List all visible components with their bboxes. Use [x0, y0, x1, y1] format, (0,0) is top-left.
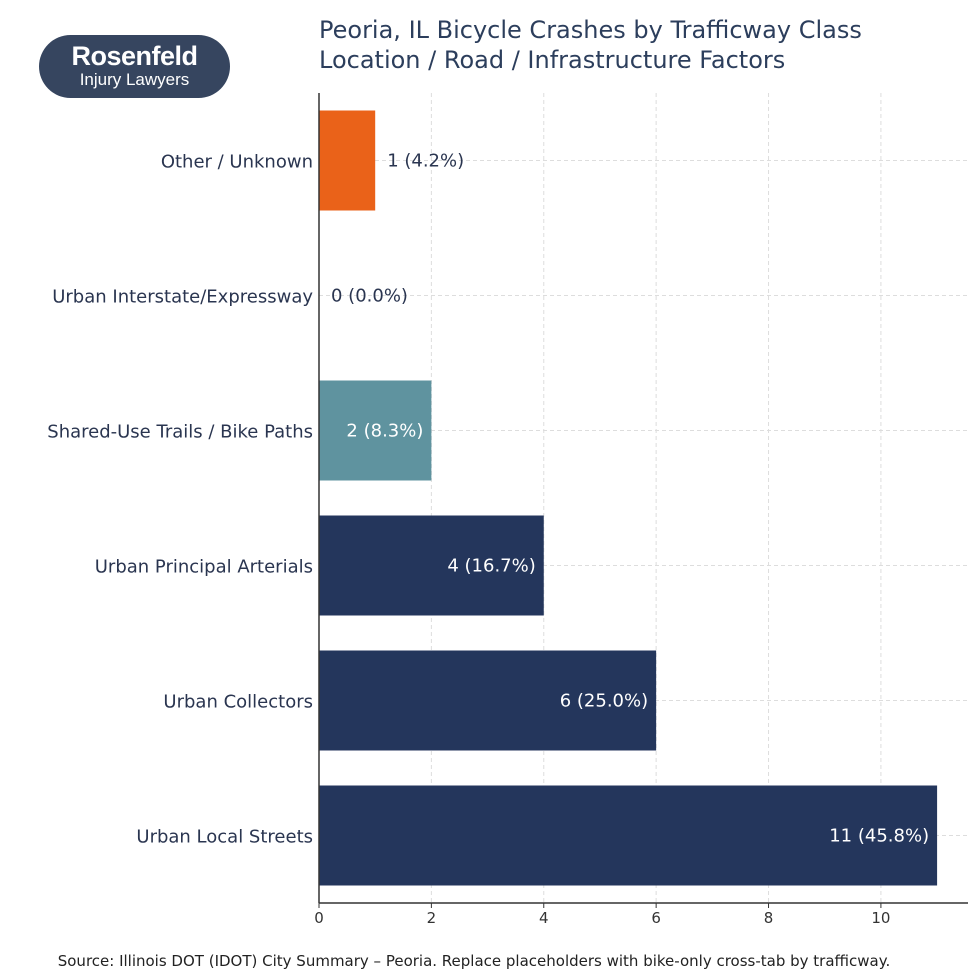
- rosenfeld-logo: Rosenfeld Injury Lawyers: [39, 35, 230, 98]
- logo-tagline: Injury Lawyers: [79, 70, 190, 89]
- x-tick-label: 6: [651, 909, 661, 927]
- bar: [319, 110, 376, 211]
- y-tick-label: Urban Local Streets: [136, 827, 313, 848]
- data-label: 11 (45.8%): [829, 826, 929, 847]
- y-tick-label: Urban Interstate/Expressway: [52, 287, 313, 308]
- x-tick-label: 2: [427, 909, 437, 927]
- chart-subtitle: Location / Road / Infrastructure Factors: [319, 46, 785, 74]
- x-tick-label: 0: [314, 909, 324, 927]
- x-tick-label: 10: [871, 909, 890, 927]
- bar: [319, 785, 938, 886]
- bar: [319, 515, 544, 616]
- data-label: 6 (25.0%): [560, 691, 648, 712]
- logo-name: Rosenfeld: [71, 41, 198, 71]
- data-label: 0 (0.0%): [331, 286, 408, 307]
- x-tick-label: 8: [764, 909, 774, 927]
- x-tick-label: 4: [539, 909, 549, 927]
- data-label: 4 (16.7%): [447, 556, 535, 577]
- y-tick-label: Shared-Use Trails / Bike Paths: [47, 422, 313, 443]
- bar: [319, 650, 657, 751]
- y-tick-label: Urban Collectors: [163, 692, 313, 713]
- bar: [319, 380, 432, 481]
- y-tick-label: Urban Principal Arterials: [95, 557, 313, 578]
- source-note: Source: Illinois DOT (IDOT) City Summary…: [58, 952, 891, 970]
- y-tick-label: Other / Unknown: [161, 152, 313, 173]
- data-label: 2 (8.3%): [346, 421, 423, 442]
- data-label: 1 (4.2%): [387, 151, 464, 172]
- chart-title: Peoria, IL Bicycle Crashes by Trafficway…: [319, 16, 862, 44]
